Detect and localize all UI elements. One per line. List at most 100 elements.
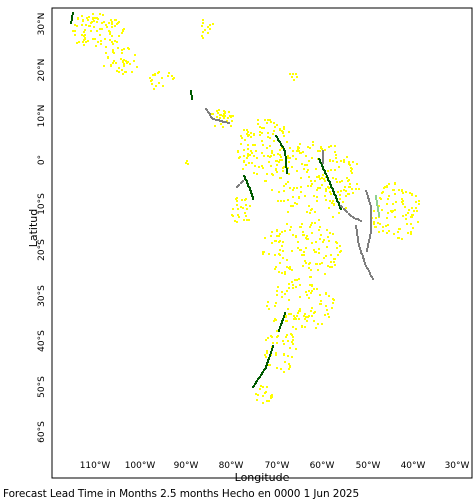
forecast-cell xyxy=(300,177,302,179)
forecast-cell xyxy=(101,22,103,24)
forecast-cell xyxy=(202,31,204,33)
forecast-cell xyxy=(287,308,289,310)
forecast-cell xyxy=(292,234,294,236)
forecast-cell xyxy=(303,251,305,253)
forecast-cell xyxy=(285,157,287,159)
forecast-cell xyxy=(116,23,118,25)
forecast-cell xyxy=(96,21,98,23)
forecast-cell xyxy=(328,240,330,242)
forecast-cell xyxy=(71,16,73,18)
forecast-cell xyxy=(335,178,337,180)
forecast-cell xyxy=(333,203,335,205)
forecast-cell xyxy=(247,153,249,155)
forecast-cell xyxy=(320,162,322,164)
forecast-cell xyxy=(282,241,284,243)
forecast-cell xyxy=(289,147,291,149)
forecast-cell xyxy=(240,143,242,145)
forecast-cell xyxy=(321,177,323,179)
forecast-cell xyxy=(298,310,300,312)
forecast-cell xyxy=(276,124,278,126)
forecast-cell xyxy=(387,198,389,200)
forecast-cell xyxy=(370,232,372,234)
forecast-cell xyxy=(416,210,418,212)
forecast-cell xyxy=(357,241,359,243)
forecast-cell xyxy=(285,183,287,185)
forecast-cell xyxy=(190,93,192,95)
forecast-cell xyxy=(299,284,301,286)
forecast-cell xyxy=(278,241,280,243)
forecast-cell xyxy=(368,241,370,243)
forecast-cell xyxy=(333,261,335,263)
forecast-cell xyxy=(339,181,341,183)
forecast-cell xyxy=(329,181,331,183)
forecast-cell xyxy=(281,291,283,293)
forecast-cell xyxy=(339,198,341,200)
forecast-cell xyxy=(312,144,314,146)
forecast-cell xyxy=(124,71,126,73)
forecast-cell xyxy=(275,266,277,268)
forecast-cell xyxy=(280,324,282,326)
lon-tick-label: 100°W xyxy=(125,461,156,471)
forecast-cell xyxy=(74,30,76,32)
forecast-cell xyxy=(219,117,221,119)
forecast-cell xyxy=(216,119,218,121)
forecast-cell xyxy=(114,19,116,21)
forecast-cell xyxy=(287,181,289,183)
forecast-cell xyxy=(291,250,293,252)
forecast-cell xyxy=(131,71,133,73)
forecast-cell xyxy=(84,29,86,31)
forecast-cell xyxy=(370,216,372,218)
forecast-cell xyxy=(378,213,380,215)
forecast-cell xyxy=(398,228,400,230)
forecast-cell xyxy=(279,128,281,130)
forecast-cell xyxy=(259,134,261,136)
forecast-cell xyxy=(401,201,403,203)
forecast-cell xyxy=(244,176,246,178)
forecast-cell xyxy=(249,205,251,207)
forecast-cell xyxy=(267,301,269,303)
forecast-cell xyxy=(327,186,329,188)
forecast-cell xyxy=(310,269,312,271)
forecast-cell xyxy=(231,120,233,122)
forecast-cell xyxy=(167,75,169,77)
forecast-cell xyxy=(290,205,292,207)
forecast-cell xyxy=(287,199,289,201)
forecast-cell xyxy=(284,361,286,363)
forecast-cell xyxy=(251,162,253,164)
forecast-cell xyxy=(207,26,209,28)
forecast-cell xyxy=(370,210,372,212)
forecast-cell xyxy=(297,312,299,314)
forecast-cell xyxy=(288,267,290,269)
forecast-cell xyxy=(288,287,290,289)
forecast-cell xyxy=(385,225,387,227)
forecast-cell xyxy=(309,284,311,286)
forecast-cell xyxy=(219,114,221,116)
forecast-cell xyxy=(410,223,412,225)
forecast-cell xyxy=(266,122,268,124)
forecast-cell xyxy=(325,188,327,190)
forecast-cell xyxy=(262,402,264,404)
forecast-cell xyxy=(295,286,297,288)
forecast-cell xyxy=(213,118,215,120)
forecast-cell xyxy=(83,39,85,41)
forecast-cell xyxy=(357,236,359,238)
forecast-cell xyxy=(246,219,248,221)
forecast-cell xyxy=(217,112,219,114)
forecast-cell xyxy=(103,65,105,67)
forecast-cell xyxy=(299,152,301,154)
forecast-cell xyxy=(319,263,321,265)
lon-tick-label: 80°W xyxy=(219,461,244,471)
forecast-cell xyxy=(251,152,253,154)
forecast-cell xyxy=(276,336,278,338)
forecast-cell xyxy=(83,31,85,33)
forecast-cell xyxy=(320,234,322,236)
forecast-cell xyxy=(248,162,250,164)
forecast-cell xyxy=(293,187,295,189)
forecast-cell xyxy=(296,203,298,205)
forecast-cell xyxy=(296,187,298,189)
forecast-cell xyxy=(258,166,260,168)
forecast-cell xyxy=(284,313,286,315)
forecast-cell xyxy=(343,189,345,191)
forecast-cell xyxy=(242,180,244,182)
forecast-cell xyxy=(315,251,317,253)
